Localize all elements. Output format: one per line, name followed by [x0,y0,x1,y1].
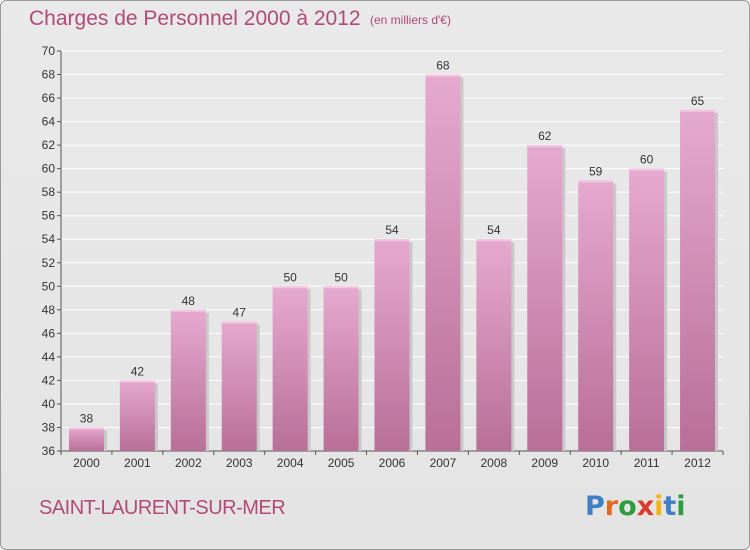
x-tick-label: 2006 [379,456,406,470]
logo-letter: t [663,491,677,522]
chart-title: Charges de Personnel 2000 à 2012 [29,7,361,30]
x-tick-label: 2007 [430,456,457,470]
logo-letter: x [636,491,655,522]
bar-2002 [170,309,206,451]
bar-highlight [425,74,461,77]
y-tick-label: 64 [42,115,56,129]
x-tick-label: 2005 [328,456,355,470]
bar-2012 [680,109,716,451]
data-label: 54 [385,223,399,237]
logo-letter: P [585,491,605,522]
bar-highlight [476,239,512,242]
y-tick-label: 70 [42,44,56,58]
data-label: 68 [436,59,450,73]
y-tick-label: 40 [42,397,56,411]
data-label: 59 [589,164,603,178]
data-label: 54 [487,223,501,237]
x-tick-label: 2000 [73,456,100,470]
data-label: 38 [80,411,94,425]
bar-highlight [374,239,410,242]
bar-highlight [68,427,104,430]
commune-name: SAINT-LAURENT-SUR-MER [39,497,286,519]
data-label: 60 [640,153,654,167]
y-tick-label: 66 [42,91,56,105]
y-tick-label: 68 [42,68,56,82]
bar-highlight [272,286,308,289]
bar-2005 [323,286,359,451]
bar-2008 [476,239,512,451]
y-tick-label: 52 [42,256,56,270]
bar-highlight [578,180,614,183]
bar-2007 [425,74,461,451]
data-label: 47 [233,306,247,320]
bar-highlight [680,109,716,112]
x-tick-label: 2012 [684,456,711,470]
bar-2011 [629,168,665,451]
x-tick-label: 2003 [226,456,253,470]
chart-subtitle: (en milliers d'€) [370,13,451,27]
bar-2006 [374,239,410,451]
y-tick-label: 42 [42,373,56,387]
data-label: 50 [283,270,297,284]
bars [68,74,719,452]
bar-2003 [221,321,257,451]
y-tick-label: 38 [42,420,56,434]
x-tick-label: 2009 [531,456,558,470]
logo-letter: i [654,491,664,522]
logo-letter: i [676,491,686,522]
bar-2010 [578,180,614,452]
bar-2001 [119,380,155,451]
y-tick-label: 58 [42,185,56,199]
data-label: 62 [538,129,552,143]
y-tick-label: 60 [42,162,56,176]
bar-highlight [170,309,206,312]
x-tick-label: 2004 [277,456,304,470]
x-tick-label: 2001 [124,456,151,470]
bar-2000 [68,427,104,451]
bar-highlight [221,321,257,324]
bar-2009 [527,145,563,451]
bar-highlight [119,380,155,383]
y-tick-label: 36 [42,444,56,458]
y-tick-label: 46 [42,326,56,340]
bar-highlight [629,168,665,171]
logo-letter: o [618,491,637,522]
y-tick-label: 50 [42,279,56,293]
y-tick-label: 62 [42,138,56,152]
x-tick-label: 2002 [175,456,202,470]
y-tick-label: 44 [42,350,56,364]
bar-highlight [527,145,563,148]
data-label: 50 [334,270,348,284]
bar-2004 [272,286,308,451]
logo-letter: r [604,491,619,522]
x-tick-label: 2011 [634,456,660,470]
proxiti-logo: Proxiti [585,491,686,522]
y-tick-label: 48 [42,303,56,317]
y-tick-label: 56 [42,209,56,223]
x-tick-label: 2010 [582,456,609,470]
bar-highlight [323,286,359,289]
data-label: 65 [691,94,705,108]
x-tick-label: 2008 [480,456,507,470]
data-label: 48 [182,294,196,308]
labels: 36 38 40 42 44 46 48 50 52 54 56 58 60 62 64 66 68 70 38 20… [42,44,712,470]
y-tick-label: 54 [42,232,56,246]
data-label: 42 [131,364,145,378]
